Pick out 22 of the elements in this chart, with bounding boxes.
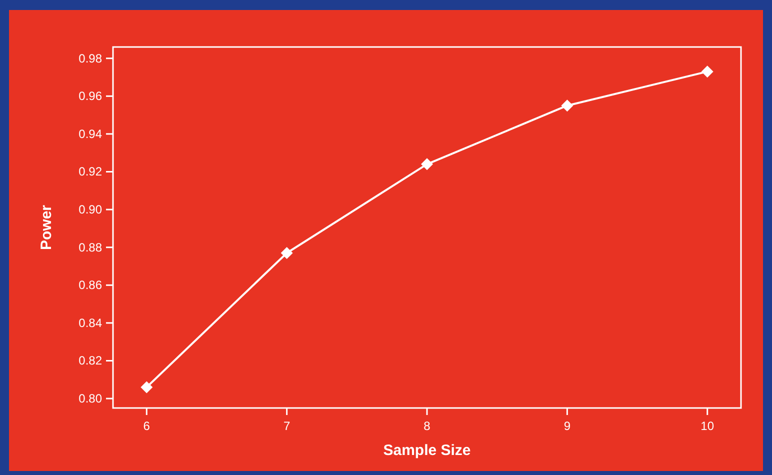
y-tick-label: 0.92 <box>78 164 102 179</box>
y-tick-label: 0.88 <box>78 240 102 254</box>
point <box>280 247 293 260</box>
y-axis-title: Power <box>38 204 55 250</box>
point <box>701 66 714 78</box>
y-tick-label: 0.80 <box>78 392 102 406</box>
x-tick-label: 10 <box>700 419 714 433</box>
y-tick-label: 0.94 <box>78 126 102 141</box>
y-tick-label: 0.96 <box>78 89 102 104</box>
x-tick-label: 6 <box>143 419 150 433</box>
point <box>561 100 574 112</box>
x-tick-label: 8 <box>424 419 431 433</box>
y-tick-label: 0.90 <box>78 202 102 217</box>
y-tick-label: 0.98 <box>78 51 102 66</box>
y-tick-label: 0.82 <box>78 354 102 368</box>
x-axis-title: Sample Size <box>383 442 471 459</box>
y-tick-label: 0.84 <box>78 316 102 330</box>
x-tick-label: 7 <box>283 419 290 433</box>
point <box>421 158 433 170</box>
point <box>140 381 153 394</box>
x-tick-label: 9 <box>564 419 571 433</box>
y-tick-label: 0.86 <box>78 278 102 292</box>
